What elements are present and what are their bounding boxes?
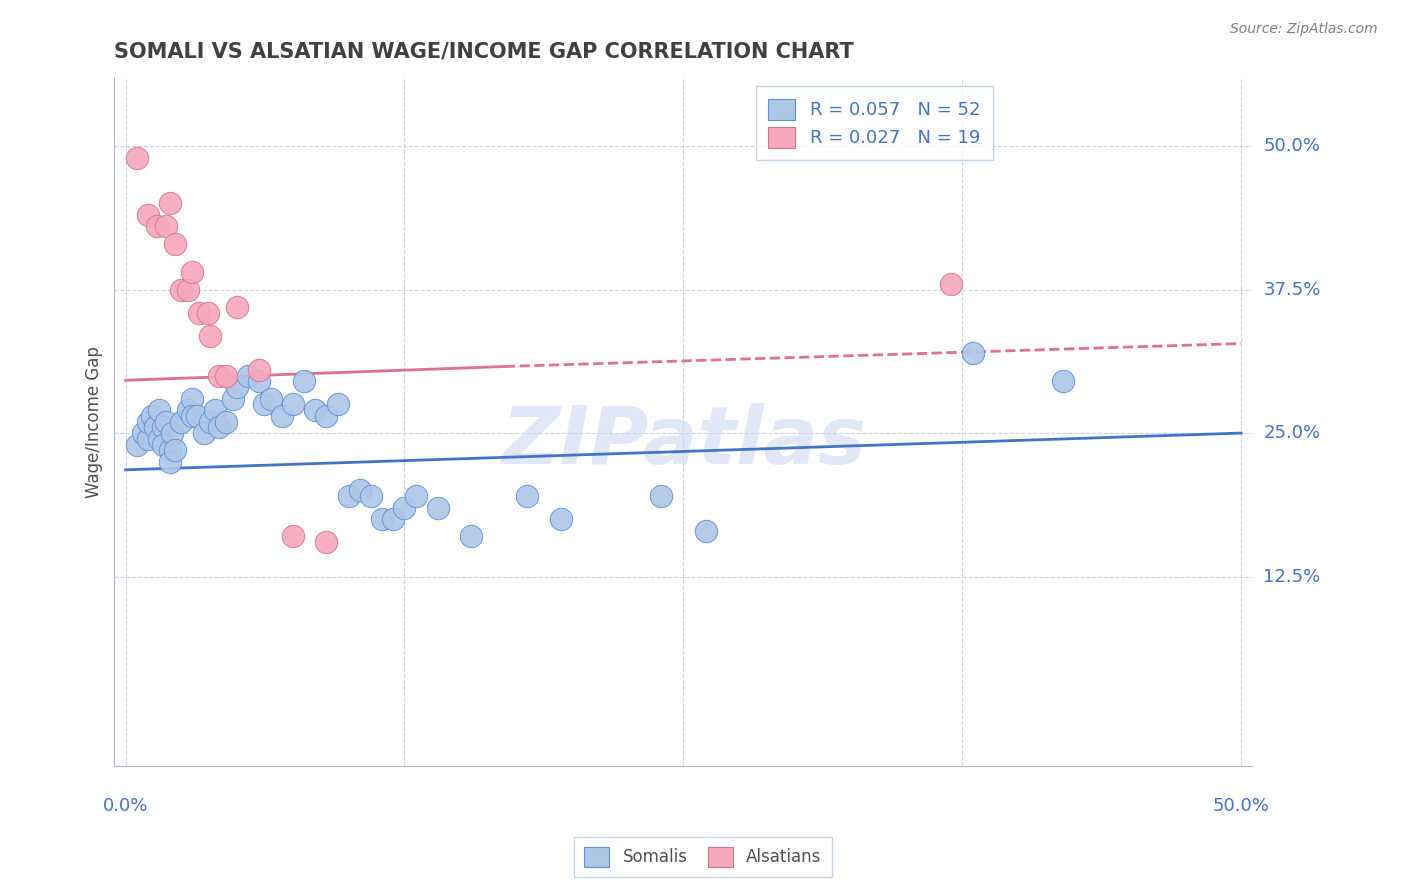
- Point: [200, 415, 222, 429]
- Point: [315, 535, 337, 549]
- Text: 37.5%: 37.5%: [1264, 281, 1320, 299]
- Point: [650, 489, 672, 503]
- Legend: R = 0.057   N = 52, R = 0.027   N = 19: R = 0.057 N = 52, R = 0.027 N = 19: [755, 87, 993, 161]
- Point: [204, 403, 226, 417]
- Point: [460, 529, 482, 543]
- Point: [962, 345, 984, 359]
- Point: [208, 420, 231, 434]
- Point: [394, 500, 416, 515]
- Y-axis label: Wage/Income Gap: Wage/Income Gap: [86, 346, 103, 498]
- Point: [200, 328, 222, 343]
- Text: SOMALI VS ALSATIAN WAGE/INCOME GAP CORRELATION CHART: SOMALI VS ALSATIAN WAGE/INCOME GAP CORRE…: [114, 42, 855, 62]
- Point: [155, 415, 177, 429]
- Point: [186, 409, 208, 423]
- Text: ZIPatlas: ZIPatlas: [501, 403, 866, 482]
- Point: [177, 403, 200, 417]
- Point: [159, 443, 181, 458]
- Point: [405, 489, 427, 503]
- Point: [181, 265, 204, 279]
- Point: [177, 283, 200, 297]
- Point: [292, 375, 315, 389]
- Point: [125, 151, 148, 165]
- Point: [349, 483, 371, 498]
- Point: [163, 236, 186, 251]
- Text: 50.0%: 50.0%: [1264, 137, 1320, 155]
- Legend: Somalis, Alsatians: Somalis, Alsatians: [575, 838, 831, 877]
- Point: [249, 363, 271, 377]
- Point: [181, 409, 204, 423]
- Point: [146, 219, 169, 234]
- Point: [253, 397, 276, 411]
- Point: [550, 512, 572, 526]
- Point: [197, 305, 219, 319]
- Point: [281, 529, 304, 543]
- Point: [136, 415, 159, 429]
- Point: [181, 392, 204, 406]
- Point: [148, 432, 170, 446]
- Point: [162, 426, 184, 441]
- Point: [516, 489, 538, 503]
- Point: [1052, 375, 1074, 389]
- Point: [215, 415, 238, 429]
- Text: 12.5%: 12.5%: [1264, 567, 1320, 585]
- Point: [270, 409, 292, 423]
- Point: [125, 437, 148, 451]
- Point: [141, 409, 163, 423]
- Point: [159, 455, 181, 469]
- Point: [148, 403, 170, 417]
- Point: [249, 375, 271, 389]
- Point: [238, 368, 260, 383]
- Text: 50.0%: 50.0%: [1212, 797, 1270, 814]
- Point: [695, 524, 717, 538]
- Point: [136, 432, 159, 446]
- Point: [939, 277, 962, 291]
- Point: [304, 403, 326, 417]
- Point: [159, 196, 181, 211]
- Point: [337, 489, 360, 503]
- Point: [259, 392, 281, 406]
- Point: [193, 426, 215, 441]
- Point: [170, 283, 193, 297]
- Text: Source: ZipAtlas.com: Source: ZipAtlas.com: [1230, 22, 1378, 37]
- Point: [371, 512, 394, 526]
- Point: [281, 397, 304, 411]
- Point: [315, 409, 337, 423]
- Point: [215, 368, 238, 383]
- Point: [326, 397, 349, 411]
- Text: 0.0%: 0.0%: [103, 797, 148, 814]
- Point: [208, 368, 231, 383]
- Point: [152, 420, 174, 434]
- Point: [360, 489, 382, 503]
- Point: [152, 437, 174, 451]
- Point: [188, 305, 211, 319]
- Point: [226, 300, 249, 314]
- Point: [426, 500, 449, 515]
- Point: [143, 420, 166, 434]
- Point: [221, 392, 243, 406]
- Point: [382, 512, 405, 526]
- Point: [132, 426, 155, 441]
- Point: [136, 208, 159, 222]
- Point: [163, 443, 186, 458]
- Point: [170, 415, 193, 429]
- Point: [155, 219, 177, 234]
- Point: [226, 380, 249, 394]
- Text: 25.0%: 25.0%: [1264, 424, 1320, 442]
